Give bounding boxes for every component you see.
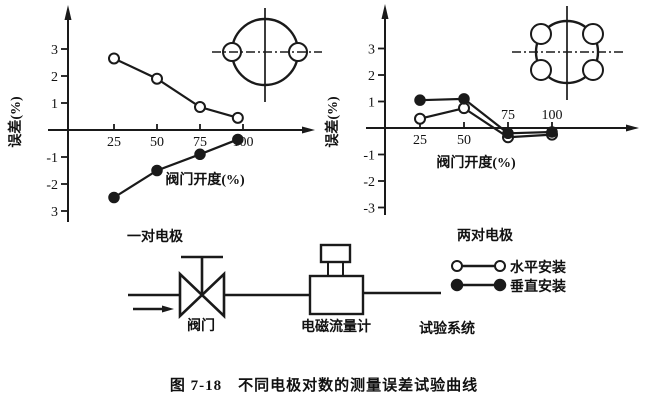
data-point <box>414 112 426 125</box>
y-axis-arrow-icon <box>64 5 72 20</box>
y-tick-label: -1 <box>46 151 58 166</box>
x-tick-label: 50 <box>457 133 471 148</box>
electrode-upper-right-icon <box>582 23 604 45</box>
legend <box>450 260 507 292</box>
valve-icon <box>178 270 204 320</box>
electrode-lower-left-icon <box>530 59 552 81</box>
data-point <box>151 164 163 177</box>
filled-circle-marker-icon <box>493 278 507 292</box>
open-circle-marker-icon <box>451 260 463 272</box>
series-vertical <box>419 97 553 135</box>
y-tick-label: 1 <box>51 97 58 112</box>
legend-label-horizontal: 水平安装 <box>510 259 567 276</box>
data-point <box>458 93 470 105</box>
y-tick-label: 2 <box>368 69 375 84</box>
system-label: 试验系统 <box>419 320 475 337</box>
data-point <box>108 52 120 65</box>
x-tick-label: 25 <box>413 133 427 148</box>
y-axis-arrow-icon <box>381 4 389 19</box>
valve-icon <box>200 270 226 320</box>
figure-caption: 图 7-18 不同电极对数的测量误差试验曲线 <box>170 376 478 394</box>
y-tick-label: -2 <box>363 175 375 190</box>
data-point <box>546 126 558 138</box>
pipe-cross-section <box>534 19 600 85</box>
x-axis-arrow-icon <box>626 124 639 132</box>
right-chart-xlabel: 阀门开度(%) <box>436 154 516 171</box>
y-tick-label: 3 <box>368 43 375 58</box>
left-chart-xlabel: 阀门开度(%) <box>165 171 245 188</box>
x-axis-arrow-icon <box>302 126 315 134</box>
right-chart-ylabel: 误差(%) <box>324 96 341 148</box>
data-point <box>108 191 120 204</box>
chart-two-pairs: 3 2 1 -1 -2 -3 25 50 75 100 <box>363 4 639 217</box>
right-chart-title: 两对电极 <box>457 227 514 244</box>
data-point <box>458 102 470 115</box>
x-tick-label: 100 <box>542 108 563 123</box>
y-tick-label: -2 <box>46 178 58 193</box>
valve-label: 阀门 <box>187 317 215 334</box>
series-vertical <box>113 138 239 199</box>
data-point <box>194 101 206 114</box>
left-chart-ylabel: 误差(%) <box>7 96 24 148</box>
flowmeter-converter <box>319 243 352 264</box>
x-tick-label: 50 <box>150 135 164 150</box>
flowmeter-label: 电磁流量计 <box>301 318 371 335</box>
series-horizontal <box>419 106 553 139</box>
test-system-schematic <box>128 243 441 320</box>
legend-label-vertical: 垂直安装 <box>510 278 567 295</box>
y-tick-label: 1 <box>368 96 375 111</box>
data-point <box>194 148 206 161</box>
data-point <box>231 111 244 124</box>
electrode-diagram-one-pair <box>212 8 322 102</box>
data-point <box>151 72 163 85</box>
x-tick-label: 25 <box>107 135 121 150</box>
data-point <box>414 94 426 106</box>
series-horizontal <box>113 57 239 119</box>
data-point <box>502 127 514 140</box>
electrode-lower-right-icon <box>582 59 604 81</box>
y-tick-label: 2 <box>51 70 58 85</box>
y-tick-label: 3 <box>51 205 58 220</box>
electrode-upper-left-icon <box>530 23 552 45</box>
filled-circle-marker-icon <box>450 278 464 292</box>
y-tick-label: -1 <box>363 149 375 164</box>
y-tick-label: -3 <box>363 202 375 217</box>
left-chart-title: 一对电极 <box>127 228 184 245</box>
flow-arrowhead-icon <box>162 305 174 313</box>
x-tick-label: 75 <box>501 108 515 123</box>
open-circle-marker-icon <box>494 260 506 272</box>
x-tick-label: 75 <box>193 135 207 150</box>
flowmeter-body <box>308 274 365 316</box>
electrode-diagram-two-pairs <box>512 6 624 100</box>
y-tick-label: 3 <box>51 43 58 58</box>
data-point <box>232 133 244 146</box>
